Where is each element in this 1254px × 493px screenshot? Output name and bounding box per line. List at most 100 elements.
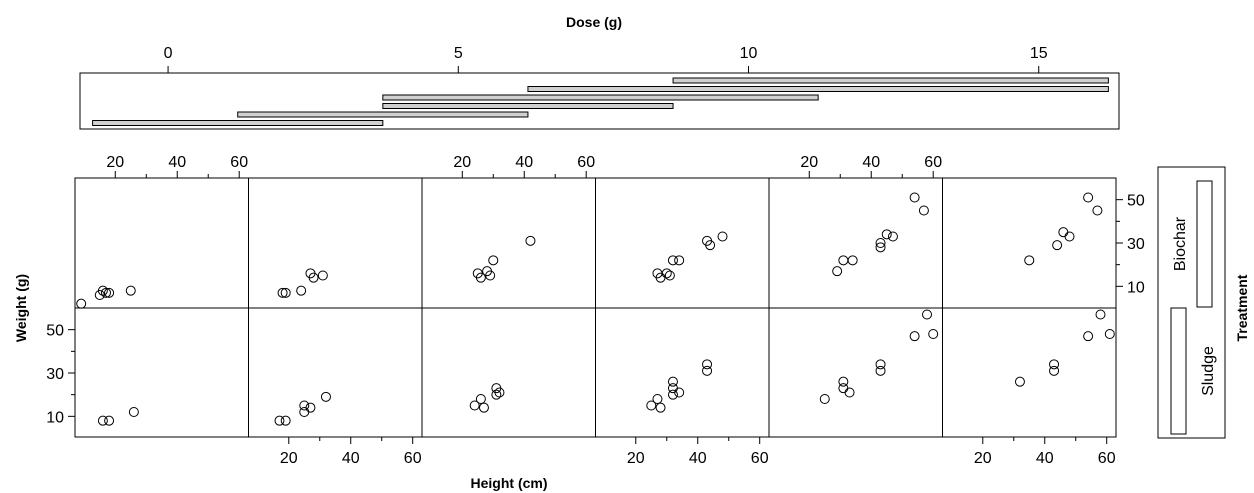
scatter-point xyxy=(881,229,892,240)
y-axis-title: Weight (g) xyxy=(13,274,29,342)
scatter-point xyxy=(296,285,307,296)
dose-interval-bar xyxy=(92,120,384,126)
y-tick-label: 10 xyxy=(46,409,64,426)
scatter-point xyxy=(838,255,849,266)
scatter-point xyxy=(875,238,886,248)
scatter-point xyxy=(97,285,108,296)
scatter-point xyxy=(717,231,728,242)
treatment-bar-sludge xyxy=(1170,307,1187,435)
scatter-point xyxy=(1049,359,1060,370)
x-tick-label: 60 xyxy=(1098,450,1116,467)
scatter-point xyxy=(909,331,920,342)
treatment-bar-biochar xyxy=(1196,180,1213,308)
scatter-point xyxy=(652,394,663,404)
x-tick-label: 20 xyxy=(974,450,992,467)
scatter-point xyxy=(97,415,108,426)
x-axis-title: Height (cm) xyxy=(471,475,548,491)
y-tick-label: 10 xyxy=(1127,279,1145,296)
x-tick-label: 20 xyxy=(800,154,818,171)
scatter-point xyxy=(674,387,685,398)
scatter-point xyxy=(1064,231,1075,242)
x-tick-label: 40 xyxy=(515,154,533,171)
scatter-point xyxy=(308,272,319,283)
scatter-point xyxy=(1014,376,1025,387)
scatter-point xyxy=(655,402,666,413)
dose-interval-bar xyxy=(527,86,1109,92)
scatter-point xyxy=(320,391,331,402)
right-axis-title: Treatment xyxy=(1234,274,1250,341)
y-tick-label: 30 xyxy=(46,366,64,383)
scatter-point xyxy=(705,240,716,251)
x-tick-label: 20 xyxy=(453,154,471,171)
scatter-point xyxy=(674,255,685,266)
scatter-point xyxy=(1083,331,1094,342)
scatter-point xyxy=(1083,192,1094,203)
scatter-point xyxy=(125,285,136,296)
scatter-point xyxy=(922,309,933,320)
scatter-point xyxy=(875,359,886,370)
scatter-point xyxy=(100,287,111,298)
scatter-point xyxy=(875,242,886,253)
scatter-point xyxy=(918,205,929,216)
x-tick-label: 20 xyxy=(280,450,298,467)
scatter-point xyxy=(494,387,505,398)
x-tick-label: 60 xyxy=(577,154,595,171)
scatter-point xyxy=(887,231,898,242)
scatter-point xyxy=(475,272,486,283)
y-tick-label: 30 xyxy=(1127,236,1145,253)
scatter-point xyxy=(280,415,291,426)
scatter-point xyxy=(104,415,115,426)
scatter-point xyxy=(76,298,87,309)
scatter-point xyxy=(909,192,920,203)
x-tick-label: 40 xyxy=(1036,450,1054,467)
scatter-point xyxy=(661,268,672,279)
scatter-point xyxy=(469,400,480,411)
scatter-point xyxy=(491,389,502,400)
dose-tick-label: 0 xyxy=(164,45,173,62)
scatter-point xyxy=(667,376,678,387)
dose-interval-bar xyxy=(672,77,1109,84)
scatter-point xyxy=(280,287,291,298)
top-axis-title: Dose (g) xyxy=(566,14,622,30)
dose-interval-bar xyxy=(382,94,819,101)
y-axes: 10 10 30 30 50 50 xyxy=(46,193,1145,427)
treatment-label-biochar: Biochar xyxy=(1172,216,1189,271)
scatter-point xyxy=(1092,205,1103,216)
x-tick-label: 60 xyxy=(404,450,422,467)
dose-panel xyxy=(79,72,1120,130)
scatter-point xyxy=(104,287,115,298)
treatment-label-sludge: Sludge xyxy=(1200,346,1217,396)
scatter-point xyxy=(1058,227,1069,238)
scatter-point xyxy=(1095,309,1106,320)
scatter-point xyxy=(1052,240,1063,251)
x-tick-label: 20 xyxy=(627,450,645,467)
scatter-point xyxy=(838,376,849,387)
data-points xyxy=(76,192,1115,426)
dose-interval-bar xyxy=(382,103,674,109)
scatter-point xyxy=(646,400,657,411)
scatter-point xyxy=(875,365,886,376)
dose-interval-bar xyxy=(237,111,529,118)
x-tick-label: 60 xyxy=(924,154,942,171)
x-tick-label: 40 xyxy=(689,450,707,467)
x-tick-label: 60 xyxy=(751,450,769,467)
scatter-point xyxy=(844,387,855,398)
scatter-point xyxy=(667,389,678,400)
dose-ticks: 0 5 10 15 xyxy=(164,45,1048,73)
scatter-point xyxy=(819,394,830,404)
dose-bars xyxy=(92,77,1109,126)
scatter-point xyxy=(274,415,285,426)
scatter-point xyxy=(1104,329,1115,339)
scatter-point xyxy=(478,402,489,413)
x-tick-label: 20 xyxy=(106,154,124,171)
scatter-point xyxy=(928,329,939,339)
y-tick-label: 50 xyxy=(46,323,64,340)
scatter-point xyxy=(838,383,849,394)
scatter-point xyxy=(277,287,288,298)
scatter-point xyxy=(299,400,310,411)
scatter-point xyxy=(664,270,675,281)
scatter-point xyxy=(702,365,713,376)
scatter-point xyxy=(847,255,858,266)
dose-tick-label: 5 xyxy=(454,45,463,62)
